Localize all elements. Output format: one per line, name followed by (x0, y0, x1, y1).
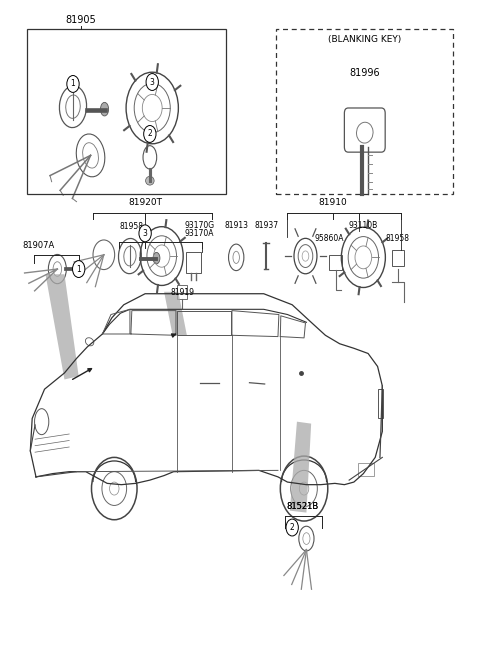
Text: 81919: 81919 (170, 288, 194, 297)
Bar (177, 285, 187, 299)
Circle shape (146, 73, 158, 90)
Text: 81521B: 81521B (287, 502, 319, 511)
Bar (358, 462, 374, 476)
Text: 81996: 81996 (349, 67, 380, 78)
Circle shape (286, 519, 299, 536)
Bar (378, 389, 384, 419)
Text: 3: 3 (143, 229, 147, 238)
Circle shape (72, 261, 85, 278)
Ellipse shape (145, 176, 154, 185)
Text: 81521B: 81521B (287, 502, 319, 511)
Text: 3: 3 (150, 77, 155, 86)
Bar (276, 29, 454, 195)
Text: 81958: 81958 (385, 234, 409, 243)
Text: 93110B: 93110B (349, 221, 378, 230)
Text: 93170G: 93170G (184, 221, 214, 230)
Polygon shape (164, 291, 187, 335)
Bar (26, 29, 226, 195)
Polygon shape (46, 274, 79, 379)
Text: 93170A: 93170A (184, 229, 214, 238)
Text: 81907A: 81907A (22, 240, 55, 250)
Polygon shape (290, 422, 311, 513)
Text: 81910: 81910 (318, 198, 347, 208)
Text: 2: 2 (290, 523, 295, 532)
Text: 95860A: 95860A (314, 234, 344, 243)
Text: 81937: 81937 (254, 221, 278, 230)
Text: (BLANKING KEY): (BLANKING KEY) (328, 35, 401, 45)
Bar (186, 252, 201, 273)
Text: 81905: 81905 (66, 15, 96, 25)
Circle shape (67, 75, 79, 92)
Text: 2: 2 (147, 130, 152, 138)
Text: 1: 1 (71, 79, 75, 88)
Text: 1: 1 (76, 265, 81, 274)
Ellipse shape (153, 252, 160, 264)
Circle shape (139, 225, 151, 242)
Ellipse shape (100, 102, 108, 116)
Circle shape (144, 126, 156, 142)
Text: 81958: 81958 (120, 223, 144, 231)
Bar (392, 250, 404, 266)
Text: 81913: 81913 (224, 221, 248, 230)
Bar (329, 255, 342, 271)
Text: 81920T: 81920T (128, 198, 162, 208)
